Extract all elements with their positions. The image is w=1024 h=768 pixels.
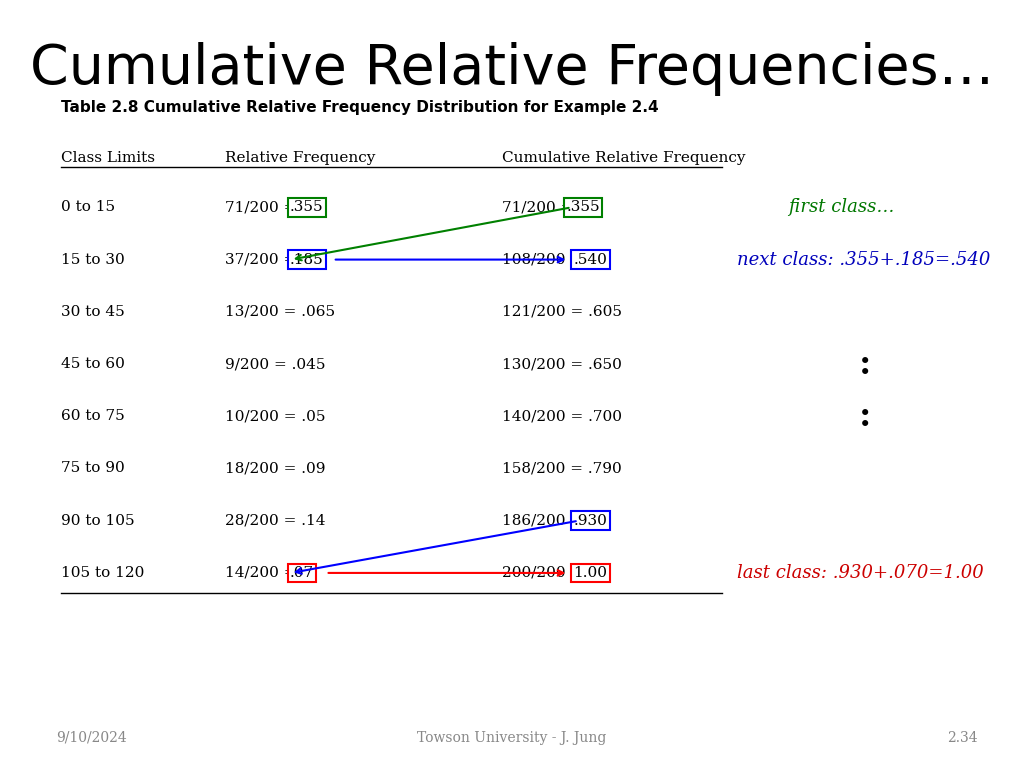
Text: 60 to 75: 60 to 75: [61, 409, 125, 423]
Text: 2.34: 2.34: [947, 731, 978, 745]
Text: last class: .930+.070=1.00: last class: .930+.070=1.00: [737, 564, 984, 582]
Text: 45 to 60: 45 to 60: [61, 357, 125, 371]
Text: .540: .540: [573, 253, 607, 266]
Text: 71/200 =: 71/200 =: [502, 200, 578, 214]
Text: 30 to 45: 30 to 45: [61, 305, 125, 319]
Text: 28/200 = .14: 28/200 = .14: [225, 514, 326, 528]
Text: :: :: [859, 400, 871, 432]
Text: 9/200 = .045: 9/200 = .045: [225, 357, 326, 371]
Text: Table 2.8 Cumulative Relative Frequency Distribution for Example 2.4: Table 2.8 Cumulative Relative Frequency …: [61, 100, 659, 115]
Text: 121/200 = .605: 121/200 = .605: [502, 305, 622, 319]
Text: 18/200 = .09: 18/200 = .09: [225, 462, 326, 475]
Text: 37/200 =: 37/200 =: [225, 253, 301, 266]
Text: 1.00: 1.00: [573, 566, 607, 580]
Text: 90 to 105: 90 to 105: [61, 514, 135, 528]
Text: 200/200 =: 200/200 =: [502, 566, 588, 580]
Text: 108/200 =: 108/200 =: [502, 253, 588, 266]
Text: 15 to 30: 15 to 30: [61, 253, 125, 266]
Text: 158/200 = .790: 158/200 = .790: [502, 462, 622, 475]
Text: .07: .07: [290, 566, 314, 580]
Text: 14/200 =: 14/200 =: [225, 566, 302, 580]
Text: next class: .355+.185=.540: next class: .355+.185=.540: [737, 250, 990, 269]
Text: 71/200 =: 71/200 =: [225, 200, 301, 214]
Text: Cumulative Relative Frequency: Cumulative Relative Frequency: [502, 151, 745, 165]
Text: Class Limits: Class Limits: [61, 151, 156, 165]
Text: 10/200 = .05: 10/200 = .05: [225, 409, 326, 423]
Text: 0 to 15: 0 to 15: [61, 200, 116, 214]
Text: 130/200 = .650: 130/200 = .650: [502, 357, 622, 371]
Text: 13/200 = .065: 13/200 = .065: [225, 305, 336, 319]
Text: 9/10/2024: 9/10/2024: [56, 731, 127, 745]
Text: first class…: first class…: [788, 198, 895, 217]
Text: 186/200 =: 186/200 =: [502, 514, 588, 528]
Text: 75 to 90: 75 to 90: [61, 462, 125, 475]
Text: Towson University - J. Jung: Towson University - J. Jung: [418, 731, 606, 745]
Text: .930: .930: [573, 514, 607, 528]
Text: Cumulative Relative Frequencies…: Cumulative Relative Frequencies…: [30, 42, 994, 96]
Text: 140/200 = .700: 140/200 = .700: [502, 409, 622, 423]
Text: Relative Frequency: Relative Frequency: [225, 151, 376, 165]
Text: .355: .355: [290, 200, 324, 214]
Text: :: :: [859, 348, 871, 380]
Text: 105 to 120: 105 to 120: [61, 566, 144, 580]
Text: .185: .185: [290, 253, 324, 266]
Text: .355: .355: [566, 200, 600, 214]
